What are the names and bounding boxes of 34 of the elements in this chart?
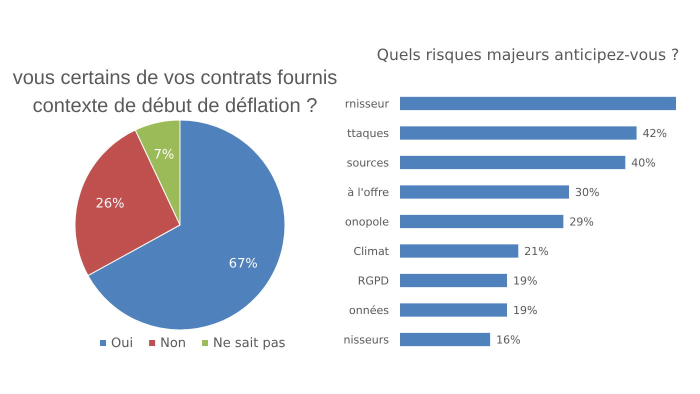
data-label: 21% — [524, 245, 549, 258]
data-label: 30% — [574, 186, 600, 199]
legend-label: Ne sait pas — [213, 336, 286, 351]
data-label: 7% — [154, 147, 174, 162]
y-tick-label: onnées — [349, 304, 390, 318]
data-label: 40% — [631, 156, 656, 170]
bar — [400, 274, 508, 288]
data-label: 67% — [228, 256, 258, 272]
y-tick-label: nisseurs — [344, 334, 390, 347]
data-label: 19% — [513, 304, 538, 318]
bar — [400, 244, 518, 258]
y-tick-label: Climat — [353, 245, 390, 258]
y-tick-label: sources — [346, 156, 390, 170]
bar — [400, 332, 490, 346]
y-tick-label: rnisseur — [344, 97, 390, 110]
chart-title: Quels risques majeurs anticipez-vous ? — [376, 46, 680, 64]
data-label: 19% — [513, 274, 538, 288]
legend-label: Oui — [111, 336, 134, 351]
bar — [400, 96, 676, 110]
y-tick-label: à l'offre — [347, 186, 390, 199]
data-label: 29% — [569, 216, 594, 228]
bar — [400, 185, 569, 199]
data-label: 42% — [642, 126, 668, 140]
y-tick-label: ttaques — [347, 126, 390, 140]
data-label: 26% — [96, 196, 125, 212]
y-tick-label: RGPD — [358, 274, 389, 288]
data-label: 16% — [496, 334, 521, 347]
bar — [400, 156, 626, 170]
bar — [400, 303, 508, 317]
bar — [400, 126, 637, 140]
chart-title: vous certains de vos contrats fournis contexte de début de déflation ? — [12, 67, 338, 117]
legend-label: Non — [160, 336, 186, 351]
y-tick-label: onopole — [345, 216, 390, 228]
bar — [400, 214, 564, 228]
